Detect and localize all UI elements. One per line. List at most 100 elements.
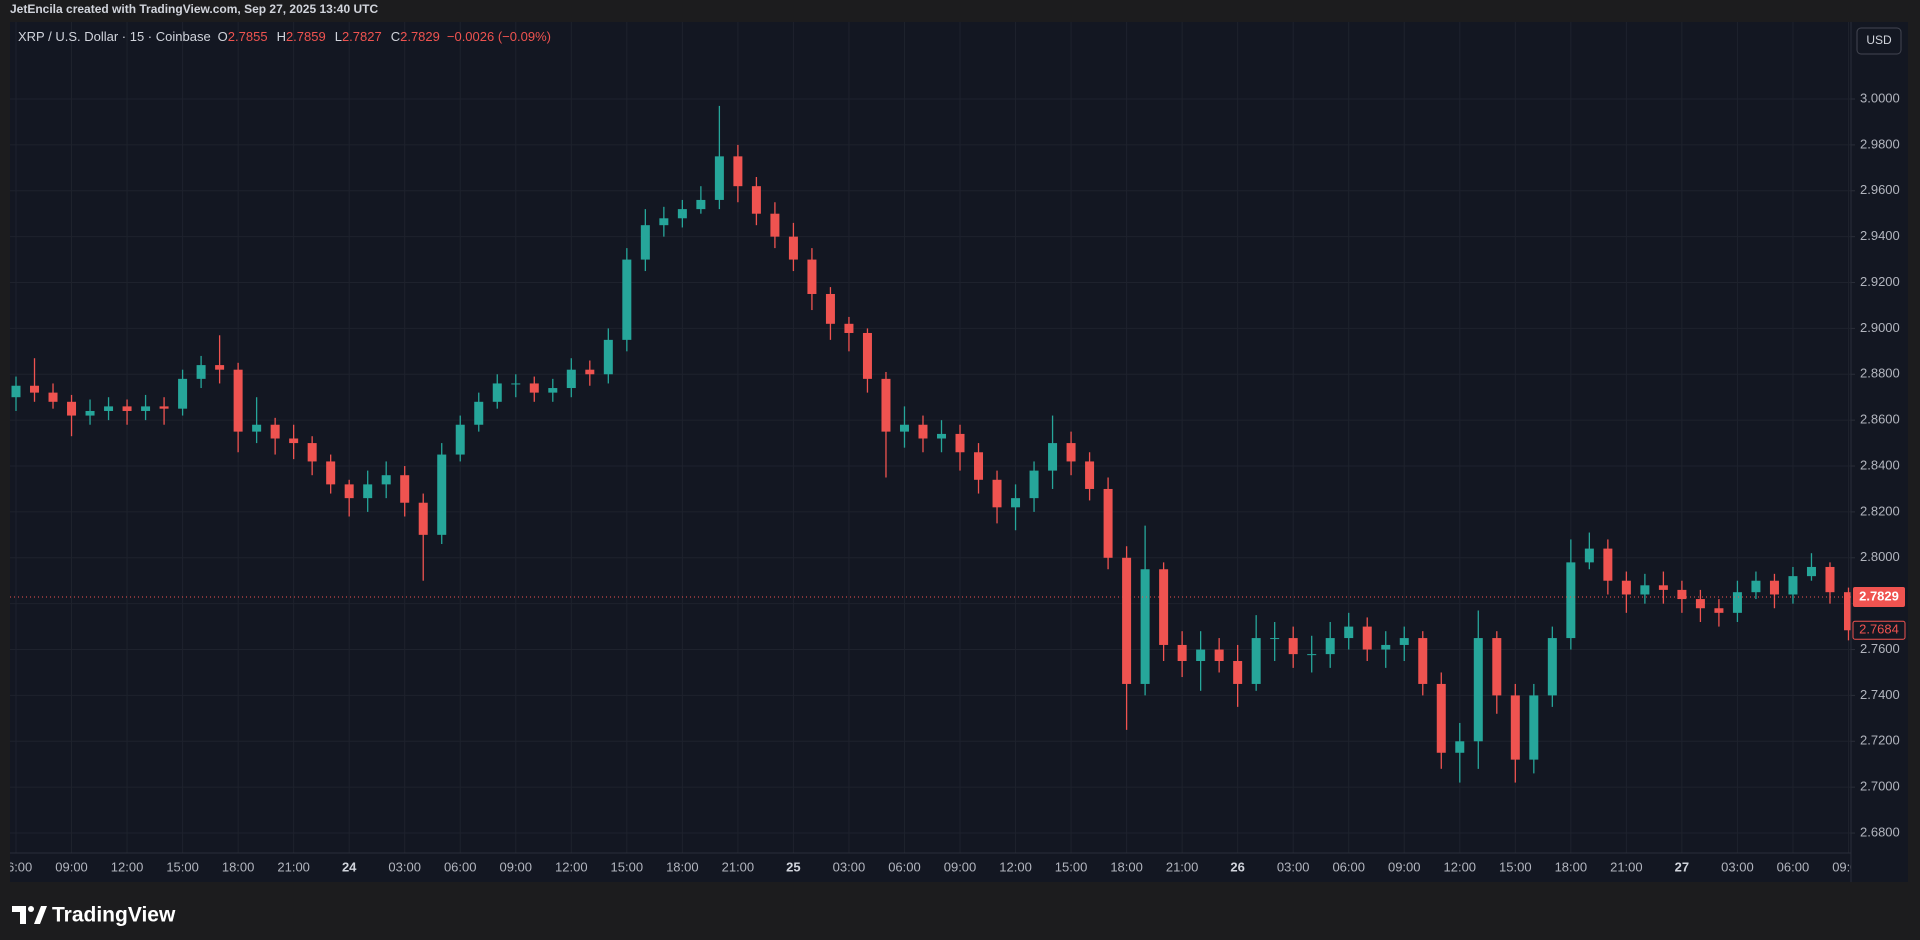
candle-body [807, 259, 817, 294]
candle-body [474, 401, 484, 425]
candle-body [1362, 626, 1372, 650]
x-tick-label: 06:00 [0, 859, 32, 874]
legend: XRP / U.S. Dollar · 15 · Coinbase O2.7855… [18, 29, 551, 44]
candle-body [1140, 569, 1150, 684]
x-tick-label: 06:00 [1332, 859, 1365, 874]
candle-body [1732, 592, 1742, 613]
candle-body [1159, 569, 1169, 645]
candle-body [1603, 548, 1613, 581]
candle-body [1381, 644, 1391, 650]
x-tick-label: 09:00 [55, 859, 88, 874]
candle-body [974, 452, 984, 480]
candle-body [1658, 585, 1668, 590]
y-tick-label: 2.7600 [1860, 641, 1900, 656]
x-tick-label: 21:00 [1166, 859, 1199, 874]
candle-body [1103, 488, 1113, 558]
candle-body [937, 433, 946, 439]
candle-body [899, 424, 909, 432]
y-tick-label: 2.8000 [1860, 549, 1900, 564]
candle-body [196, 365, 206, 379]
candle-body [677, 209, 687, 219]
change: −0.0026 (−0.09%) [447, 29, 551, 44]
candle-body [1529, 695, 1539, 760]
candle-body [992, 479, 1002, 508]
candle-body [1455, 741, 1465, 753]
candle-body [844, 323, 854, 333]
x-tick-label: 03:00 [1277, 859, 1310, 874]
ohlc-value: 2.7855 [228, 29, 268, 44]
x-tick-label: 12:00 [555, 859, 588, 874]
candle-body [1196, 649, 1206, 662]
x-tick-label: 06:00 [444, 859, 477, 874]
candle-body [159, 406, 169, 409]
candle-body [1640, 585, 1650, 595]
candle-body [714, 156, 724, 200]
candle-body [1621, 580, 1631, 595]
candle-body [548, 388, 558, 393]
last-price-label: 2.7829 [1859, 588, 1899, 603]
candle-body [1751, 580, 1761, 593]
candle-body [1510, 695, 1520, 760]
x-tick-label: 15:00 [611, 859, 644, 874]
y-tick-label: 2.8600 [1860, 412, 1900, 427]
candle-body [104, 406, 114, 411]
x-tick-label: 18:00 [222, 859, 255, 874]
candle-body [400, 475, 410, 503]
logo-dot [28, 906, 34, 912]
candle-body [85, 410, 95, 416]
candle-body [585, 369, 595, 375]
candle-body [418, 502, 428, 535]
candle-body [1122, 557, 1132, 684]
x-tick-label: 27 [1675, 859, 1689, 874]
y-tick-label: 2.9200 [1860, 274, 1900, 289]
x-tick-label: 12:00 [1444, 859, 1477, 874]
candle-body [1399, 638, 1409, 645]
candle-body [511, 383, 521, 385]
y-tick-label: 3.0000 [1860, 90, 1900, 105]
candle-body [640, 225, 650, 260]
grid [10, 22, 1851, 853]
x-tick-label: 12:00 [999, 859, 1032, 874]
candle-body [1695, 599, 1705, 609]
candle-body [696, 199, 706, 210]
brand: TradingView [52, 904, 176, 927]
x-tick-label: 18:00 [666, 859, 699, 874]
y-tick-label: 2.9600 [1860, 182, 1900, 197]
candle-body [1177, 644, 1187, 662]
candle-body [1418, 638, 1428, 684]
candle-body [1270, 638, 1280, 640]
candle-body [67, 401, 77, 416]
credit: JetEncila created with TradingView.com, … [10, 2, 378, 16]
candle-body [233, 369, 243, 432]
x-tick-label: 15:00 [1499, 859, 1532, 874]
candle-body [1307, 654, 1317, 656]
currency-label[interactable]: USD [1866, 33, 1892, 47]
currency-button[interactable] [1856, 27, 1902, 55]
candle-body [1048, 443, 1058, 471]
x-tick-label: 03:00 [833, 859, 866, 874]
candle-body [1288, 638, 1298, 655]
price-marker-tag [1852, 620, 1906, 640]
candle-body [1492, 638, 1502, 696]
candle-body [1843, 592, 1851, 631]
candle-body [751, 186, 761, 214]
x-tick-label: 21:00 [1610, 859, 1643, 874]
y-tick-label: 2.7000 [1860, 779, 1900, 794]
candle-body [1029, 470, 1039, 499]
candle-body [492, 383, 502, 402]
candle-body [141, 406, 151, 411]
candle-body [788, 236, 798, 260]
candle-body [48, 392, 58, 402]
candle-body [455, 424, 465, 455]
y-tick-label: 2.7400 [1860, 687, 1900, 702]
price-marker-label: 2.7684 [1859, 622, 1899, 637]
candle-body [733, 156, 743, 187]
y-tick-label: 2.8400 [1860, 457, 1900, 472]
y-tick-label: 2.9000 [1860, 320, 1900, 335]
ohlc-key: C [391, 29, 400, 44]
candle-body [566, 369, 576, 389]
y-tick-label: 2.6800 [1860, 824, 1900, 839]
x-tick-label: 21:00 [277, 859, 310, 874]
candle-body [437, 454, 447, 535]
candle-body [1251, 638, 1261, 684]
